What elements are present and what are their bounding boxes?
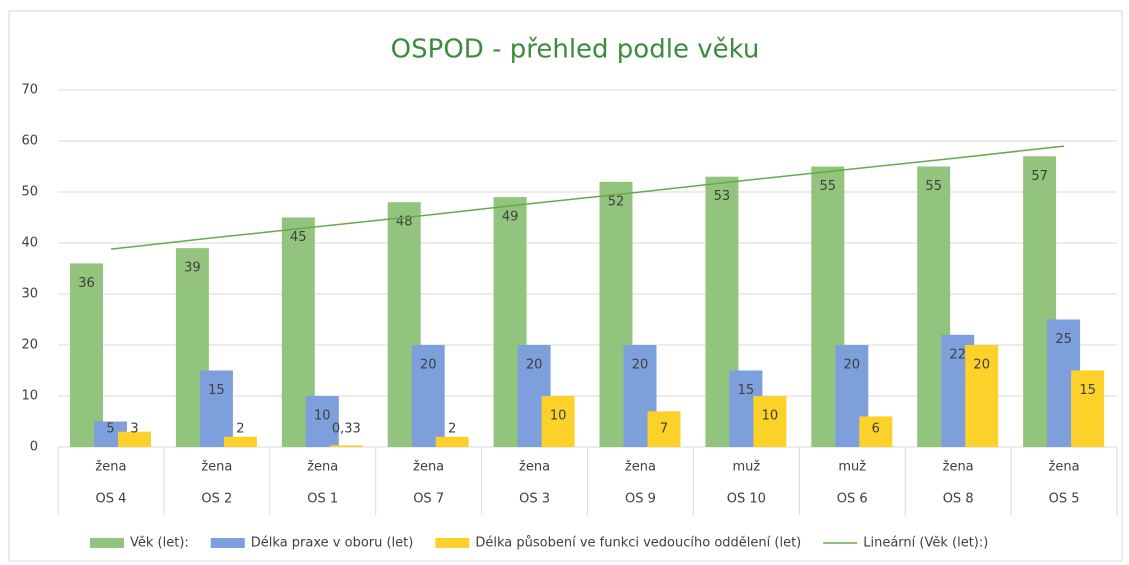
x-group-label: žena bbox=[307, 460, 338, 475]
y-tick-label: 30 bbox=[21, 287, 38, 302]
x-tick-label: OS 1 bbox=[307, 492, 338, 507]
bar bbox=[859, 416, 893, 447]
data-label: 5 bbox=[106, 422, 114, 437]
bar bbox=[541, 396, 575, 447]
x-tick-label: OS 8 bbox=[943, 492, 974, 507]
data-label: 55 bbox=[925, 179, 942, 194]
data-label: 22 bbox=[949, 347, 966, 362]
y-tick-label: 0 bbox=[30, 440, 38, 455]
x-group-label: žena bbox=[943, 460, 974, 475]
x-tick-label: OS 2 bbox=[201, 492, 232, 507]
data-label: 25 bbox=[1055, 332, 1072, 347]
data-label: 20 bbox=[526, 358, 543, 373]
data-label: 57 bbox=[1031, 169, 1048, 184]
bar bbox=[70, 263, 103, 447]
x-group-label: muž bbox=[838, 460, 866, 475]
legend-swatch bbox=[435, 538, 470, 548]
y-tick-label: 70 bbox=[21, 83, 38, 98]
legend-label: Délka praxe v oboru (let) bbox=[251, 536, 414, 551]
x-tick-label: OS 5 bbox=[1049, 492, 1080, 507]
data-label: 15 bbox=[738, 383, 755, 398]
bar bbox=[223, 436, 257, 447]
data-label: 15 bbox=[208, 383, 225, 398]
data-label: 0,33 bbox=[332, 422, 361, 437]
bar bbox=[435, 436, 469, 447]
data-label: 10 bbox=[314, 409, 331, 424]
x-group-label: žena bbox=[625, 460, 656, 475]
x-group-label: žena bbox=[201, 460, 232, 475]
x-tick-label: OS 4 bbox=[96, 492, 127, 507]
bar bbox=[305, 396, 339, 447]
bar bbox=[1071, 370, 1105, 447]
data-label: 55 bbox=[820, 179, 837, 194]
legend-label: Délka působení ve funkci vedoucího odděl… bbox=[475, 536, 801, 551]
legend-label: Věk (let): bbox=[130, 536, 189, 551]
bar bbox=[965, 345, 999, 447]
y-tick-label: 50 bbox=[21, 185, 38, 200]
data-label: 2 bbox=[236, 422, 244, 437]
x-group-label: žena bbox=[95, 460, 126, 475]
data-label: 52 bbox=[608, 194, 625, 209]
data-label: 36 bbox=[78, 276, 95, 291]
data-label: 20 bbox=[973, 358, 990, 373]
data-label: 6 bbox=[872, 422, 880, 437]
bar bbox=[199, 370, 233, 447]
data-label: 39 bbox=[184, 261, 201, 276]
x-group-label: žena bbox=[519, 460, 550, 475]
chart-title: OSPOD - přehled podle věku bbox=[391, 35, 760, 65]
data-label: 20 bbox=[844, 358, 861, 373]
x-tick-label: OS 7 bbox=[413, 492, 444, 507]
x-tick-label: OS 9 bbox=[625, 492, 656, 507]
x-group-label: žena bbox=[1049, 460, 1080, 475]
data-label: 53 bbox=[714, 189, 731, 204]
y-tick-label: 10 bbox=[21, 389, 38, 404]
bar bbox=[753, 396, 787, 447]
x-tick-label: OS 10 bbox=[727, 492, 766, 507]
data-label: 3 bbox=[130, 422, 138, 437]
legend-swatch bbox=[210, 538, 245, 548]
y-tick-label: 60 bbox=[21, 134, 38, 149]
data-label: 2 bbox=[448, 422, 456, 437]
data-label: 10 bbox=[762, 409, 779, 424]
data-label: 10 bbox=[550, 409, 567, 424]
legend-label: Lineární (Věk (let):) bbox=[863, 536, 988, 551]
legend-swatch bbox=[90, 538, 124, 548]
bar bbox=[329, 445, 363, 447]
bar bbox=[647, 411, 681, 447]
bar bbox=[118, 431, 151, 447]
data-label: 20 bbox=[420, 358, 437, 373]
data-label: 20 bbox=[632, 358, 649, 373]
data-label: 15 bbox=[1079, 383, 1096, 398]
data-label: 7 bbox=[660, 422, 668, 437]
y-tick-label: 40 bbox=[21, 236, 38, 251]
x-group-label: žena bbox=[413, 460, 444, 475]
x-tick-label: OS 3 bbox=[519, 492, 550, 507]
data-label: 49 bbox=[502, 210, 519, 225]
trend-line bbox=[110, 145, 1065, 250]
x-group-label: muž bbox=[732, 460, 760, 475]
x-tick-label: OS 6 bbox=[837, 492, 868, 507]
y-tick-label: 20 bbox=[21, 338, 38, 353]
data-label: 45 bbox=[290, 230, 307, 245]
bar bbox=[411, 345, 445, 447]
